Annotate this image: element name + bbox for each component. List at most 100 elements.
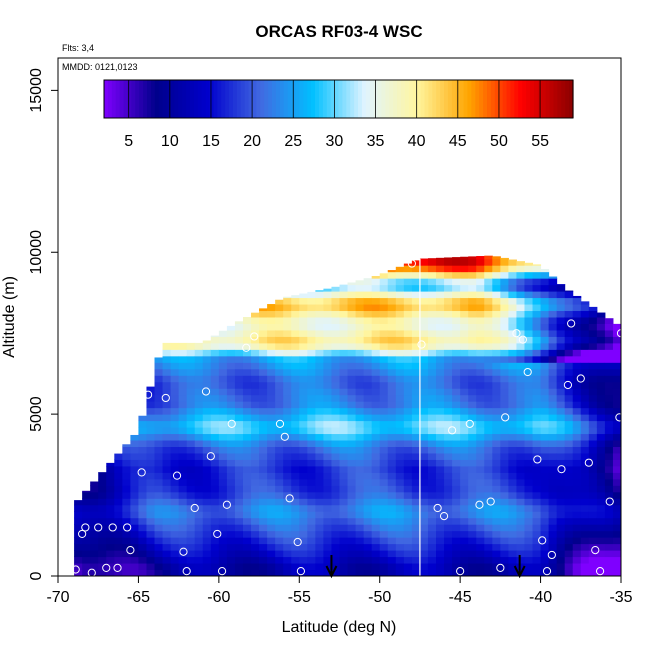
heatmap-cell (532, 446, 542, 454)
heatmap-cell (556, 485, 566, 493)
heatmap-cell (548, 414, 558, 422)
heatmap-cell (299, 511, 308, 519)
heatmap-cell (154, 556, 164, 564)
heatmap-cell (347, 543, 357, 551)
heatmap-cell (186, 569, 196, 576)
heatmap-cell (556, 491, 566, 499)
heatmap-cell (234, 543, 244, 551)
heatmap-cell (202, 401, 212, 409)
heatmap-cell (130, 550, 139, 558)
heatmap-cell (387, 375, 397, 383)
heatmap-cell (452, 420, 461, 428)
heatmap-cell (251, 312, 260, 318)
heatmap-cell (226, 550, 236, 558)
heatmap-cell (259, 323, 268, 331)
heatmap-cell (452, 563, 461, 571)
heatmap-cell (202, 550, 212, 558)
colorbar-swatch (236, 80, 242, 118)
heatmap-cell (251, 472, 260, 480)
heatmap-cell (419, 440, 429, 447)
heatmap-cell (74, 550, 83, 558)
sample-point (190, 503, 199, 513)
heatmap-cell (564, 563, 574, 571)
heatmap-cell (532, 472, 542, 480)
heatmap-cell (476, 284, 485, 292)
heatmap-cell (604, 375, 614, 383)
heatmap-cell (339, 336, 349, 344)
heatmap-cell (331, 329, 340, 337)
sample-point (217, 567, 227, 576)
heatmap-cell (259, 485, 268, 493)
heatmap-cell (202, 440, 212, 447)
heatmap-cell (299, 530, 308, 538)
heatmap-cell (154, 381, 164, 389)
heatmap-cell (395, 491, 405, 499)
heatmap-cell (436, 478, 445, 486)
heatmap-cell (98, 511, 107, 519)
heatmap-cell (452, 556, 461, 564)
heatmap-cell (347, 420, 357, 428)
heatmap-cell (532, 478, 542, 486)
heatmap-cell (347, 550, 357, 558)
heatmap-cell (315, 530, 324, 538)
heatmap-cell (275, 433, 284, 441)
heatmap-cell (564, 498, 574, 506)
heatmap-cell (275, 401, 284, 409)
heatmap-cell (363, 556, 373, 564)
heatmap-cell (242, 381, 252, 389)
heatmap-cell (307, 349, 316, 357)
heatmap-cell (524, 381, 534, 389)
heatmap-cell (82, 511, 91, 519)
heatmap-cell (130, 556, 139, 564)
heatmap-cell (291, 537, 300, 545)
heatmap-cell (178, 433, 188, 441)
heatmap-cell (315, 543, 324, 551)
colorbar-tick-label: 45 (449, 133, 467, 150)
heatmap-cell (436, 355, 445, 363)
heatmap-cell (347, 433, 357, 441)
heatmap-cell (419, 258, 429, 260)
heatmap-cell (210, 349, 220, 357)
heatmap-cell (363, 414, 373, 422)
heatmap-cell (315, 420, 324, 428)
heatmap-cell (347, 569, 357, 576)
heatmap-cell (194, 349, 204, 357)
heatmap-cell (315, 381, 324, 389)
heatmap-cell (218, 440, 228, 447)
colorbar-swatch (264, 80, 269, 118)
heatmap-cell (492, 375, 501, 383)
heatmap-cell (323, 304, 332, 312)
heatmap-cell (371, 375, 381, 383)
heatmap-cell (468, 297, 477, 305)
heatmap-cell (202, 388, 212, 396)
heatmap-cell (468, 388, 477, 396)
heatmap-cell (572, 524, 582, 532)
heatmap-cell (323, 288, 332, 292)
heatmap-cell (267, 511, 276, 519)
heatmap-cell (178, 394, 188, 402)
heatmap-cell (267, 427, 276, 435)
heatmap-cell (339, 472, 349, 480)
heatmap-cell (572, 459, 582, 467)
heatmap-cell (588, 306, 598, 312)
heatmap-cell (468, 485, 477, 493)
heatmap-cell (411, 478, 421, 486)
heatmap-cell (580, 569, 590, 576)
heatmap-cell (468, 284, 477, 292)
heatmap-cell (130, 563, 139, 571)
heatmap-cell (596, 388, 606, 396)
heatmap-cell (395, 472, 405, 480)
heatmap-cell (267, 524, 276, 532)
heatmap-cell (315, 504, 324, 512)
heatmap-cell (323, 414, 332, 422)
heatmap-cell (468, 504, 477, 512)
heatmap-cell (508, 362, 517, 370)
heatmap-cell (580, 401, 590, 409)
heatmap-cell (218, 336, 228, 344)
sample-point (523, 367, 532, 377)
heatmap-cell (315, 310, 324, 318)
heatmap-cell (202, 569, 212, 576)
heatmap-cell (242, 323, 252, 331)
heatmap-cell (186, 452, 196, 460)
heatmap-cell (226, 485, 236, 493)
